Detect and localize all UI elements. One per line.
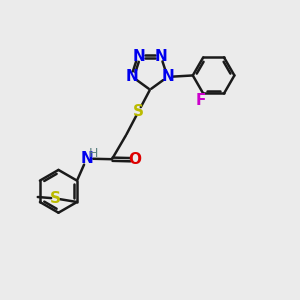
Text: S: S (133, 103, 144, 118)
Text: N: N (80, 151, 93, 166)
Text: N: N (133, 49, 146, 64)
Text: O: O (129, 152, 142, 167)
Text: S: S (50, 191, 61, 206)
Text: F: F (196, 92, 206, 107)
Text: N: N (154, 49, 167, 64)
Text: N: N (161, 69, 174, 84)
Text: N: N (126, 69, 139, 84)
Text: H: H (88, 147, 98, 160)
